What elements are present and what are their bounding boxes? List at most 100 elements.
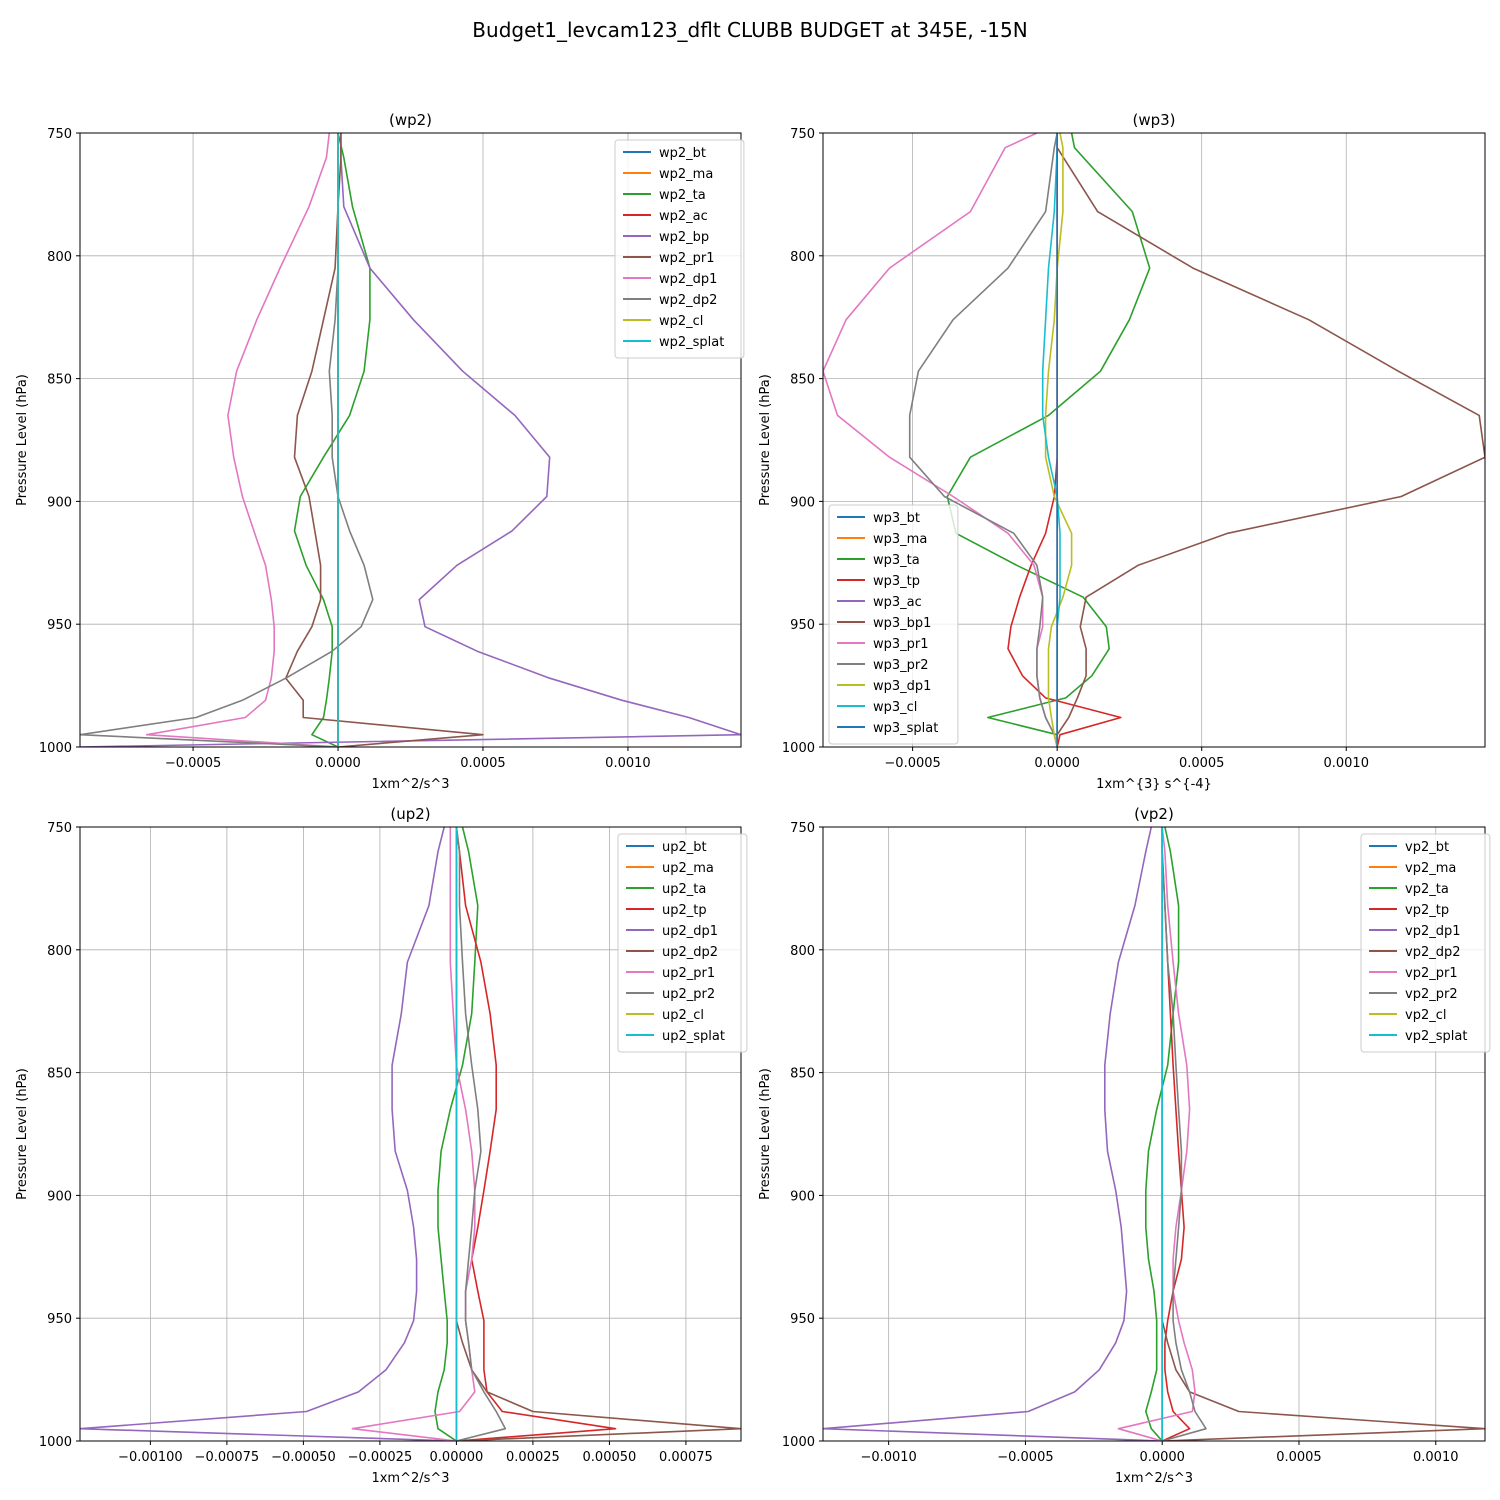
axes-frame [79,826,742,1442]
legend-label: vp2_bt [1405,840,1449,855]
legend-label: wp3_pr2 [873,658,929,673]
x-tick-label: −0.00100 [118,1450,183,1465]
legend-label: wp2_ac [659,209,708,224]
y-tick-label: 900 [790,495,815,510]
x-tick-label: −0.00050 [271,1450,336,1465]
legend-label: wp2_dp2 [659,293,717,308]
x-tick-label: 0.00075 [659,1450,713,1465]
legend-label: wp2_bt [659,146,706,161]
legend-label: wp2_pr1 [659,251,715,266]
y-tick-label: 950 [790,1312,815,1327]
axes-frame [822,132,1486,748]
y-tick-label: 800 [790,250,815,265]
y-tick-label: 750 [790,127,815,142]
series-line-wp2_pr1 [284,133,484,747]
legend-label: wp3_ac [873,595,922,610]
legend-label: up2_dp1 [662,924,718,939]
legend-label: wp3_bp1 [873,616,931,631]
legend-label: vp2_ta [1405,882,1449,897]
x-tick-label: −0.0005 [884,756,940,771]
legend-label: wp3_pr1 [873,637,929,652]
axes-frame [79,132,742,748]
panel-title: (wp2) [389,111,432,129]
series-lines [80,133,741,747]
legend-label: wp3_bt [873,511,920,526]
legend-label: up2_splat [662,1029,725,1044]
legend-label: wp2_cl [659,314,703,329]
y-tick-label: 850 [47,373,72,388]
series-line-up2_ta [434,827,479,1441]
axes-frame [822,826,1486,1442]
x-tick-label: 0.0010 [1413,1450,1459,1465]
y-tick-label: 900 [47,495,72,510]
x-axis-label: 1xm^{3} s^{-4} [1096,777,1212,792]
y-tick-label: 1000 [782,741,815,756]
y-tick-label: 850 [47,1067,72,1082]
legend-label: vp2_splat [1405,1029,1467,1044]
legend-label: up2_cl [662,1008,704,1023]
y-tick-label: 800 [47,250,72,265]
legend-label: wp2_dp1 [659,272,717,287]
legend-label: wp3_ta [873,553,920,568]
legend-label: wp3_ma [873,532,927,547]
series-line-wp3_pr2 [908,133,1058,747]
series-line-vp2_pr1 [1117,827,1196,1441]
legend-label: wp2_splat [659,335,724,350]
legend-label: up2_ta [662,882,706,897]
x-tick-label: −0.0005 [997,1450,1053,1465]
y-tick-label: 800 [47,944,72,959]
x-tick-label: 0.00025 [506,1450,560,1465]
series-line-vp2_ta [1145,827,1180,1441]
legend-label: vp2_cl [1405,1008,1446,1023]
legend-label: wp3_cl [873,700,917,715]
panel-0: −0.0005 0.0000 0.0005 0.0010 750 800 850 900 950… [15,111,745,792]
series-line-vp2_pr2 [1161,827,1207,1441]
legend-label: wp3_tp [873,574,920,589]
legend-label: vp2_dp1 [1405,924,1461,939]
legend-label: wp2_ma [659,167,713,182]
legend: vp2_bt vp2_ma vp2_ta vp2_tp vp2_dp1 vp2_dp2vp… [1360,833,1491,1053]
x-tick-label: −0.00075 [195,1450,260,1465]
y-axis-label: Pressure Level (hPa) [15,374,30,506]
panel-1: −0.0005 0.0000 0.0005 0.0010 750 800 850 900 950… [758,111,1486,792]
series-line-wp3_bp1 [1056,133,1485,747]
legend-label: up2_tp [662,903,707,918]
y-tick-label: 900 [790,1189,815,1204]
y-tick-label: 750 [47,821,72,836]
y-tick-label: 950 [790,618,815,633]
legend-label: up2_dp2 [662,945,718,960]
y-axis-label: Pressure Level (hPa) [758,374,773,506]
legend-label: vp2_pr1 [1405,966,1458,981]
y-axis-label: Pressure Level (hPa) [758,1068,773,1200]
x-tick-label: 0.00050 [583,1450,637,1465]
legend-label: vp2_pr2 [1405,987,1458,1002]
y-tick-label: 750 [790,821,815,836]
x-tick-label: 0.00000 [430,1450,484,1465]
series-line-wp2_dp1 [145,133,339,747]
series-line-up2_dp1 [80,827,457,1441]
y-tick-label: 1000 [39,1435,72,1450]
panel-3: −0.0010 −0.0005 0.0000 0.0005 0.0010 750 800 85… [758,805,1491,1486]
y-tick-label: 750 [47,127,72,142]
y-tick-label: 950 [47,618,72,633]
legend-label: vp2_tp [1405,903,1449,918]
legend-label: up2_bt [662,840,707,855]
x-axis-label: 1xm^2/s^3 [371,777,449,792]
x-tick-label: 0.0000 [315,756,361,771]
y-tick-label: 900 [47,1189,72,1204]
x-axis-label: 1xm^2/s^3 [371,1471,449,1486]
x-tick-label: 0.0005 [460,756,506,771]
x-tick-label: −0.0005 [165,756,221,771]
legend-label: up2_pr1 [662,966,715,981]
legend-label: wp3_splat [873,721,938,736]
y-tick-label: 1000 [782,1435,815,1450]
x-tick-label: 0.0005 [1179,756,1225,771]
series-line-wp2_bp [80,133,741,747]
y-axis-label: Pressure Level (hPa) [15,1068,30,1200]
legend-label: wp2_bp [659,230,709,245]
panels: −0.0005 0.0000 0.0005 0.0010 750 800 850 900 950… [15,111,1491,1486]
legend-label: up2_pr2 [662,987,715,1002]
series-lines [823,827,1485,1441]
